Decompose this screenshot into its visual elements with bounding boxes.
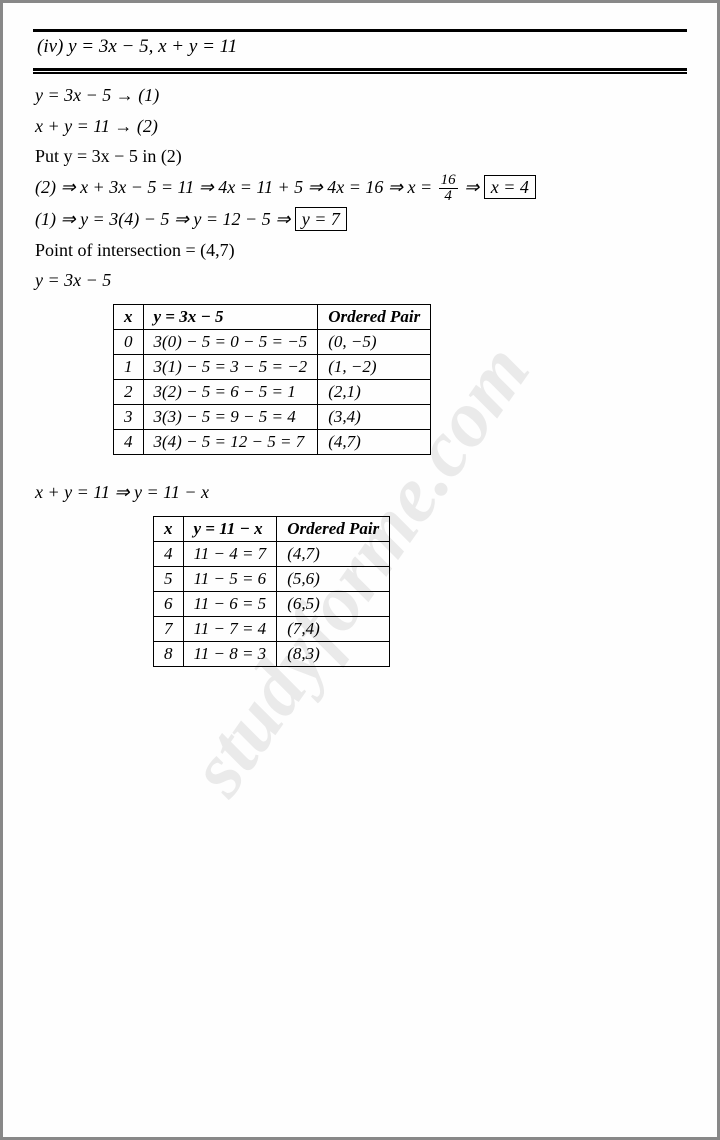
table-row: x y = 11 − x Ordered Pair: [154, 516, 390, 541]
table-cell: (4,7): [277, 541, 390, 566]
table-cell: (5,6): [277, 566, 390, 591]
table-header: Ordered Pair: [277, 516, 390, 541]
table-cell: (2,1): [318, 379, 431, 404]
table-cell: 8: [154, 641, 184, 666]
table-cell: 3(1) − 5 = 3 − 5 = −2: [143, 354, 318, 379]
table-cell: 3(2) − 5 = 6 − 5 = 1: [143, 379, 318, 404]
table-cell: 3(3) − 5 = 9 − 5 = 4: [143, 404, 318, 429]
answer-box-x: x = 4: [484, 175, 536, 199]
table-cell: (6,5): [277, 591, 390, 616]
table-header: x: [114, 304, 144, 329]
problem-statement: (iv) y = 3x − 5, x + y = 11: [33, 32, 687, 62]
step-4-arrow: ⇒: [460, 177, 484, 197]
separator-rule-1: [33, 68, 687, 71]
table-cell: 11 − 6 = 5: [183, 591, 277, 616]
table-row: x y = 3x − 5 Ordered Pair: [114, 304, 431, 329]
table-cell: 11 − 8 = 3: [183, 641, 277, 666]
table-cell: (0, −5): [318, 329, 431, 354]
fraction: 164: [439, 173, 458, 204]
step-7: y = 3x − 5: [35, 265, 685, 296]
table-cell: 3(4) − 5 = 12 − 5 = 7: [143, 429, 318, 454]
table-header: x: [154, 516, 184, 541]
fraction-denominator: 4: [439, 189, 458, 204]
step-2: x + y = 11 → (2): [35, 111, 685, 142]
table-row: 1 3(1) − 5 = 3 − 5 = −2 (1, −2): [114, 354, 431, 379]
solution-steps: y = 3x − 5 → (1) x + y = 11 → (2) Put y …: [33, 74, 687, 296]
answer-box-y: y = 7: [295, 207, 347, 231]
table-cell: 3(0) − 5 = 0 − 5 = −5: [143, 329, 318, 354]
page-content: (iv) y = 3x − 5, x + y = 11 y = 3x − 5 →…: [33, 29, 687, 667]
table-cell: 11 − 7 = 4: [183, 616, 277, 641]
fraction-numerator: 16: [439, 173, 458, 189]
mid-equation: x + y = 11 ⇒ y = 11 − x: [33, 471, 687, 508]
table-cell: 11 − 4 = 7: [183, 541, 277, 566]
table-row: 5 11 − 5 = 6 (5,6): [154, 566, 390, 591]
table-cell: (1, −2): [318, 354, 431, 379]
table-row: 8 11 − 8 = 3 (8,3): [154, 641, 390, 666]
table-2: x y = 11 − x Ordered Pair 4 11 − 4 = 7 (…: [153, 516, 390, 667]
table-cell: (3,4): [318, 404, 431, 429]
table-cell: 11 − 5 = 6: [183, 566, 277, 591]
table-1: x y = 3x − 5 Ordered Pair 0 3(0) − 5 = 0…: [113, 304, 431, 455]
table-row: 7 11 − 7 = 4 (7,4): [154, 616, 390, 641]
document-page: studyforme.com (iv) y = 3x − 5, x + y = …: [0, 0, 720, 1140]
table-cell: 3: [114, 404, 144, 429]
table-cell: 1: [114, 354, 144, 379]
table-cell: 4: [154, 541, 184, 566]
table-cell: 5: [154, 566, 184, 591]
step-4-left: (2) ⇒ x + 3x − 5 = 11 ⇒ 4x = 11 + 5 ⇒ 4x…: [35, 177, 437, 197]
table-row: 2 3(2) − 5 = 6 − 5 = 1 (2,1): [114, 379, 431, 404]
table-row: 4 11 − 4 = 7 (4,7): [154, 541, 390, 566]
step-6: Point of intersection = (4,7): [35, 235, 685, 266]
table-header: y = 3x − 5: [143, 304, 318, 329]
table-cell: 2: [114, 379, 144, 404]
table-cell: (7,4): [277, 616, 390, 641]
table-row: 4 3(4) − 5 = 12 − 5 = 7 (4,7): [114, 429, 431, 454]
table-cell: 0: [114, 329, 144, 354]
step-3: Put y = 3x − 5 in (2): [35, 141, 685, 172]
table-cell: 7: [154, 616, 184, 641]
step-5-left: (1) ⇒ y = 3(4) − 5 ⇒ y = 12 − 5 ⇒: [35, 209, 295, 229]
table-header: Ordered Pair: [318, 304, 431, 329]
step-1: y = 3x − 5 → (1): [35, 80, 685, 111]
table-row: 0 3(0) − 5 = 0 − 5 = −5 (0, −5): [114, 329, 431, 354]
table-header: y = 11 − x: [183, 516, 277, 541]
table-cell: 6: [154, 591, 184, 616]
table-row: 3 3(3) − 5 = 9 − 5 = 4 (3,4): [114, 404, 431, 429]
table-row: 6 11 − 6 = 5 (6,5): [154, 591, 390, 616]
table-cell: (8,3): [277, 641, 390, 666]
table-cell: 4: [114, 429, 144, 454]
step-5: (1) ⇒ y = 3(4) − 5 ⇒ y = 12 − 5 ⇒ y = 7: [35, 204, 685, 235]
table-cell: (4,7): [318, 429, 431, 454]
step-4: (2) ⇒ x + 3x − 5 = 11 ⇒ 4x = 11 + 5 ⇒ 4x…: [35, 172, 685, 204]
